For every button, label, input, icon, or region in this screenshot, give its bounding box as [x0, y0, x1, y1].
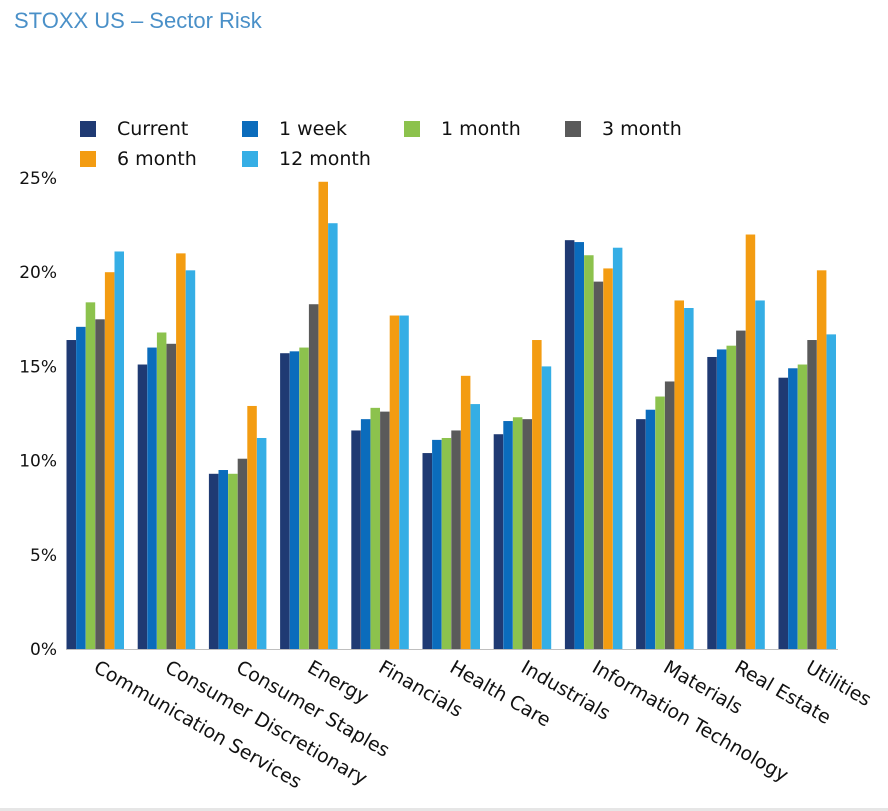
bar-3-month [522, 419, 532, 649]
bar-12-month [114, 251, 124, 650]
bar-1-month [797, 364, 808, 649]
bar-12-month [399, 315, 409, 649]
bar-1-month [584, 255, 594, 650]
legend-swatch [404, 121, 420, 137]
y-tick-label: 25% [19, 169, 57, 189]
bar-1-month [299, 347, 309, 649]
bar-3-month [166, 343, 176, 649]
chart-title: STOXX US – Sector Risk [14, 8, 262, 33]
legend-label: 12 month [279, 148, 371, 170]
bar-1-week [503, 421, 513, 649]
bar-6-month [318, 181, 328, 649]
bar-current [778, 377, 788, 649]
bar-6-month [532, 340, 542, 649]
y-tick-label: 15% [19, 357, 57, 377]
bar-1-week [716, 349, 727, 649]
bar-1-week [574, 242, 584, 649]
legend-swatch [565, 121, 581, 137]
bar-current [66, 340, 76, 649]
legend-label: 1 month [441, 118, 521, 140]
bar-6-month [603, 268, 613, 649]
bar-6-month [674, 300, 684, 649]
bar-current [137, 364, 148, 649]
bar-3-month [736, 330, 746, 649]
bar-3-month [237, 458, 248, 649]
bar-1-week [147, 347, 157, 649]
bar-current [208, 473, 219, 649]
legend-swatch [242, 121, 258, 137]
bar-current [422, 453, 432, 649]
y-tick-label: 0% [30, 640, 57, 660]
bar-current [351, 430, 361, 649]
bar-6-month [745, 234, 756, 649]
bar-3-month [807, 340, 817, 649]
legend-item: 1 month [404, 118, 521, 140]
bar-6-month [104, 272, 115, 649]
bar-3-month [308, 304, 319, 649]
bottom-divider [0, 808, 888, 811]
bar-1-week [76, 326, 86, 649]
bar-1-week [218, 470, 228, 649]
bar-1-week [432, 439, 442, 649]
bar-12-month [185, 270, 196, 649]
legend-label: 1 week [279, 118, 348, 140]
legend-label: 6 month [117, 148, 197, 170]
bar-6-month [389, 315, 400, 649]
bar-12-month [541, 366, 552, 649]
bar-current [280, 353, 290, 649]
legend-swatch [80, 121, 96, 137]
bar-6-month [460, 375, 471, 649]
bar-6-month [176, 253, 186, 650]
bar-12-month [612, 247, 623, 649]
bar-3-month [451, 430, 461, 649]
bar-3-month [664, 381, 675, 649]
bar-3-month [95, 319, 105, 649]
bar-1-month [85, 302, 96, 649]
bar-current [707, 356, 717, 649]
legend-label: 3 month [602, 118, 682, 140]
legend-swatch [80, 151, 96, 167]
bar-3-month [593, 281, 604, 649]
bar-6-month [816, 270, 827, 649]
bar-12-month [755, 300, 765, 649]
legend-label: Current [117, 118, 189, 140]
bar-current [564, 240, 575, 650]
y-tick-label: 5% [30, 546, 57, 566]
legend-item: Current [80, 118, 189, 140]
legend-item: 3 month [565, 118, 682, 140]
bar-1-month [512, 417, 523, 649]
y-tick-label: 20% [19, 263, 57, 283]
y-tick-label: 10% [19, 452, 57, 472]
bar-1-week [360, 419, 371, 649]
bar-current [493, 434, 504, 649]
bar-3-month [380, 411, 390, 649]
legend-item: 12 month [242, 148, 371, 170]
bar-12-month [826, 334, 836, 649]
legend-item: 6 month [80, 148, 197, 170]
bar-1-week [289, 351, 300, 649]
bar-1-month [228, 473, 238, 649]
bar-12-month [328, 223, 338, 649]
legend-swatch [242, 151, 258, 167]
bar-1-month [156, 332, 167, 649]
bar-12-month [256, 437, 267, 649]
bar-12-month [470, 404, 480, 649]
bar-6-month [247, 405, 257, 649]
bar-12-month [684, 308, 694, 649]
bar-1-month [655, 396, 665, 649]
bar-1-month [441, 437, 452, 649]
bar-1-week [645, 409, 656, 649]
bar-1-month [726, 345, 736, 649]
bar-1-week [788, 368, 798, 649]
bar-current [636, 419, 646, 649]
bar-1-month [370, 407, 380, 649]
legend-item: 1 week [242, 118, 348, 140]
